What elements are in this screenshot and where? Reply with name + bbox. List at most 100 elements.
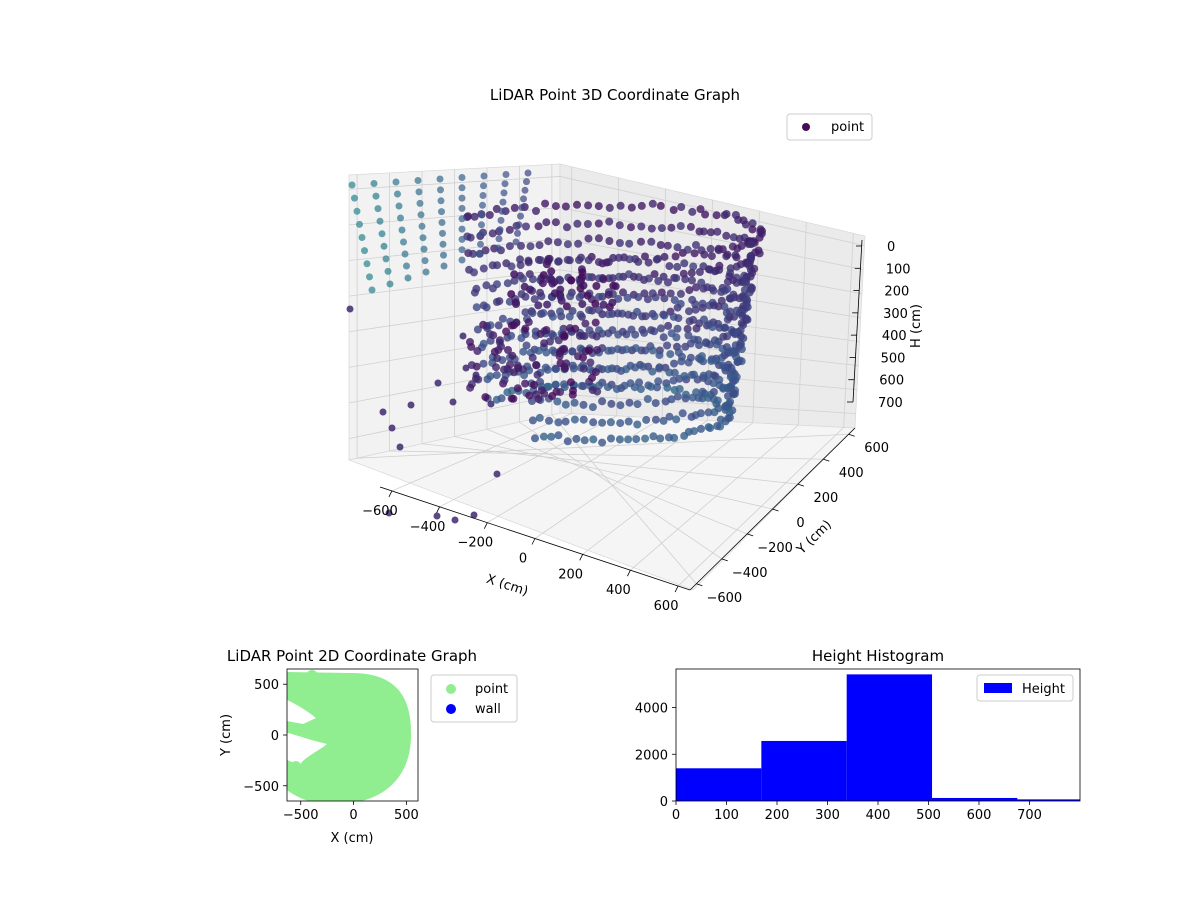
data-point-3d	[666, 289, 675, 298]
data-point-3d	[551, 380, 560, 389]
data-point-3d	[594, 234, 603, 243]
data-point-3d	[692, 283, 701, 292]
data-point-3d	[497, 342, 505, 351]
data-point-3d	[659, 272, 668, 281]
data-point-3d	[540, 339, 549, 348]
grid-line	[752, 211, 760, 423]
data-point-3d	[570, 415, 579, 424]
data-point-3d	[604, 290, 613, 299]
data-point-3d	[748, 225, 757, 234]
data-point-3d	[755, 233, 764, 242]
data-point-3d	[721, 323, 730, 332]
data-point-3d	[651, 293, 660, 302]
data-point-3d	[557, 296, 566, 305]
data-point-3d	[378, 230, 386, 238]
data-point-3d	[704, 408, 713, 417]
y-tick-label: 4000	[635, 702, 668, 717]
legend-2d-label-point: point	[475, 682, 508, 697]
data-point-3d	[498, 207, 506, 215]
data-point-3d	[665, 262, 674, 271]
data-point-3d	[654, 377, 663, 386]
data-point-3d	[647, 224, 656, 233]
data-point-3d	[524, 169, 532, 177]
grid-line	[534, 420, 708, 539]
data-point-3d	[585, 306, 594, 315]
data-point-3d	[567, 276, 576, 285]
x-tick-label: 100	[714, 808, 739, 823]
data-point-3d	[605, 303, 614, 311]
data-point-3d	[730, 389, 739, 398]
x-tick-label: −500	[283, 808, 319, 823]
data-point-3d	[520, 195, 527, 203]
data-point-3d	[560, 383, 569, 391]
legend-histogram-frame	[976, 674, 1074, 702]
data-point-3d	[642, 415, 651, 424]
data-point-3d	[639, 362, 648, 371]
data-point-3d	[586, 358, 595, 367]
data-point-3d	[485, 211, 494, 219]
data-point-3d	[729, 290, 738, 299]
data-point-3d	[598, 418, 607, 427]
data-point-3d	[386, 280, 394, 288]
ticks-histogram: 0 100 200 300 400 500 600 700 0 2000 4000	[635, 702, 1042, 823]
data-point-3d	[669, 376, 678, 385]
data-point-3d	[697, 278, 706, 287]
data-point-3d	[633, 420, 642, 429]
data-point-3d	[655, 351, 664, 360]
data-point-3d	[685, 286, 694, 295]
legend-3d: point	[786, 113, 873, 141]
data-point-3d	[388, 424, 396, 432]
data-point-3d	[416, 199, 424, 207]
data-point-3d	[353, 207, 361, 215]
data-point-3d	[394, 190, 401, 198]
data-point-3d	[500, 365, 508, 374]
data-point-3d	[563, 223, 571, 232]
data-point-3d	[476, 250, 484, 258]
data-point-3d	[598, 397, 607, 406]
z-tick-label: 500	[881, 351, 906, 366]
data-point-3d	[548, 392, 557, 400]
data-point-3d	[543, 365, 552, 374]
data-point-3d	[709, 379, 718, 388]
data-point-3d	[625, 398, 634, 407]
data-point-3d	[493, 354, 502, 363]
data-point-3d	[521, 308, 530, 317]
y-tick-mark	[797, 483, 805, 487]
data-point-3d	[473, 325, 482, 334]
data-point-3d	[565, 312, 574, 321]
data-point-3d	[507, 262, 516, 271]
data-point-3d	[521, 379, 530, 388]
data-point-3d	[680, 431, 689, 440]
data-point-3d	[612, 364, 621, 373]
data-point-3d	[533, 370, 542, 379]
data-point-3d	[633, 307, 641, 316]
data-point-3d	[458, 204, 466, 212]
data-point-3d	[542, 218, 551, 227]
data-point-3d	[542, 348, 551, 357]
data-point-3d	[351, 194, 358, 202]
data-point-3d	[720, 302, 729, 311]
data-point-3d	[574, 239, 583, 248]
data-point-3d	[634, 293, 643, 302]
data-point-3d	[537, 292, 546, 301]
data-point-3d	[657, 224, 666, 233]
x-axis-label-2d: X (cm)	[331, 831, 374, 846]
y-tick-label: 0	[660, 795, 668, 810]
data-point-3d	[619, 288, 627, 297]
data-point-3d	[562, 302, 571, 311]
data-point-3d	[676, 299, 685, 308]
data-point-3d	[499, 198, 507, 206]
ticks-2d: −500 0 500 −500 0 500	[243, 678, 419, 823]
data-point-3d	[676, 289, 685, 298]
data-point-3d	[728, 242, 737, 251]
data-point-3d	[498, 314, 507, 323]
data-point-3d	[584, 201, 593, 210]
data-point-3d	[528, 309, 537, 318]
data-point-3d	[553, 238, 562, 247]
data-point-3d	[741, 278, 750, 287]
y-tick-mark	[696, 583, 703, 587]
data-point-3d	[521, 324, 530, 333]
data-point-3d	[434, 379, 442, 387]
data-point-3d	[740, 286, 749, 294]
data-point-3d	[676, 222, 685, 230]
